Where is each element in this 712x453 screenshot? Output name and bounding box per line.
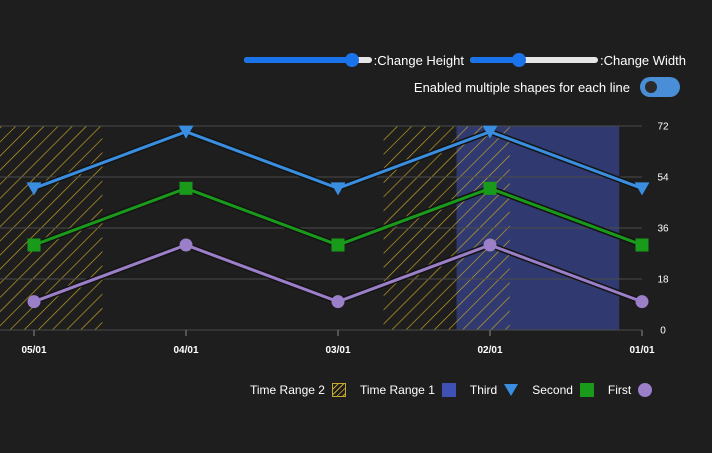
- series-point-first: [483, 238, 497, 252]
- y-tick-label: 18: [657, 275, 669, 286]
- series-point-second: [27, 238, 41, 252]
- series-point-third: [482, 125, 498, 139]
- series-point-third: [26, 182, 42, 196]
- series-point-third: [330, 182, 346, 196]
- width-slider-thumb[interactable]: [511, 53, 526, 67]
- series-point-first: [179, 238, 193, 252]
- height-slider[interactable]: [243, 50, 372, 70]
- height-slider-fill: [243, 57, 353, 63]
- series-point-second: [483, 181, 497, 195]
- legend-item-time-range-2[interactable]: Time Range 2: [250, 383, 346, 397]
- width-slider-label: :Change Width: [600, 52, 686, 68]
- x-axis-ticks: 05/01 04/01 03/01 02/01 01/01: [21, 330, 655, 356]
- legend-item-third[interactable]: Third: [469, 383, 519, 397]
- width-slider-track[interactable]: [470, 57, 598, 63]
- height-slider-label: :Change Height: [373, 52, 464, 68]
- series-point-second: [179, 181, 193, 195]
- series-point-third: [634, 182, 650, 196]
- slider-row: :Change Height :Change Width: [243, 50, 690, 70]
- x-tick-label: 05/01: [21, 345, 46, 356]
- grid: [0, 125, 642, 331]
- series-point-second: [331, 238, 345, 252]
- width-slider[interactable]: [470, 50, 598, 70]
- x-tick-label: 03/01: [325, 345, 350, 356]
- series-point-first: [331, 295, 345, 309]
- legend-item-first[interactable]: First: [607, 383, 653, 397]
- legend-label: Second: [532, 383, 573, 397]
- hatch-swatch-icon: [331, 383, 346, 397]
- series-markers: [26, 125, 650, 309]
- series-point-first: [27, 295, 41, 309]
- toggle-row: Enabled multiple shapes for each line: [414, 77, 680, 97]
- series-point-second: [635, 238, 649, 252]
- legend-label: Third: [469, 383, 498, 397]
- y-axis-ticks: 0 18 36 54 72: [657, 122, 669, 337]
- x-tick-label: 04/01: [173, 345, 198, 356]
- width-slider-fill: [470, 57, 519, 63]
- y-tick-label: 54: [657, 173, 669, 184]
- height-slider-thumb[interactable]: [345, 53, 360, 67]
- multiple-shapes-toggle[interactable]: [640, 77, 680, 97]
- multiple-shapes-toggle-label: Enabled multiple shapes for each line: [413, 79, 630, 95]
- chart-legend: Time Range 2 Time Range 1 Third Second F…: [250, 380, 653, 400]
- square-swatch-icon: [441, 383, 456, 397]
- legend-item-second[interactable]: Second: [532, 383, 594, 397]
- x-tick-label: 02/01: [477, 345, 502, 356]
- y-tick-label: 72: [657, 122, 669, 133]
- triangle-down-icon: [504, 384, 519, 396]
- legend-label: Time Range 1: [359, 383, 435, 397]
- y-tick-label: 36: [657, 224, 669, 235]
- toggle-knob[interactable]: [645, 81, 657, 93]
- series-point-first: [635, 295, 649, 309]
- legend-label: Time Range 2: [250, 383, 325, 397]
- x-tick-label: 01/01: [629, 345, 654, 356]
- y-tick-label: 0: [660, 326, 666, 337]
- square-marker-icon: [579, 383, 594, 397]
- series-point-third: [178, 125, 194, 139]
- circle-marker-icon: [638, 383, 653, 397]
- legend-item-time-range-1[interactable]: Time Range 1: [360, 383, 456, 397]
- legend-label: First: [607, 383, 632, 397]
